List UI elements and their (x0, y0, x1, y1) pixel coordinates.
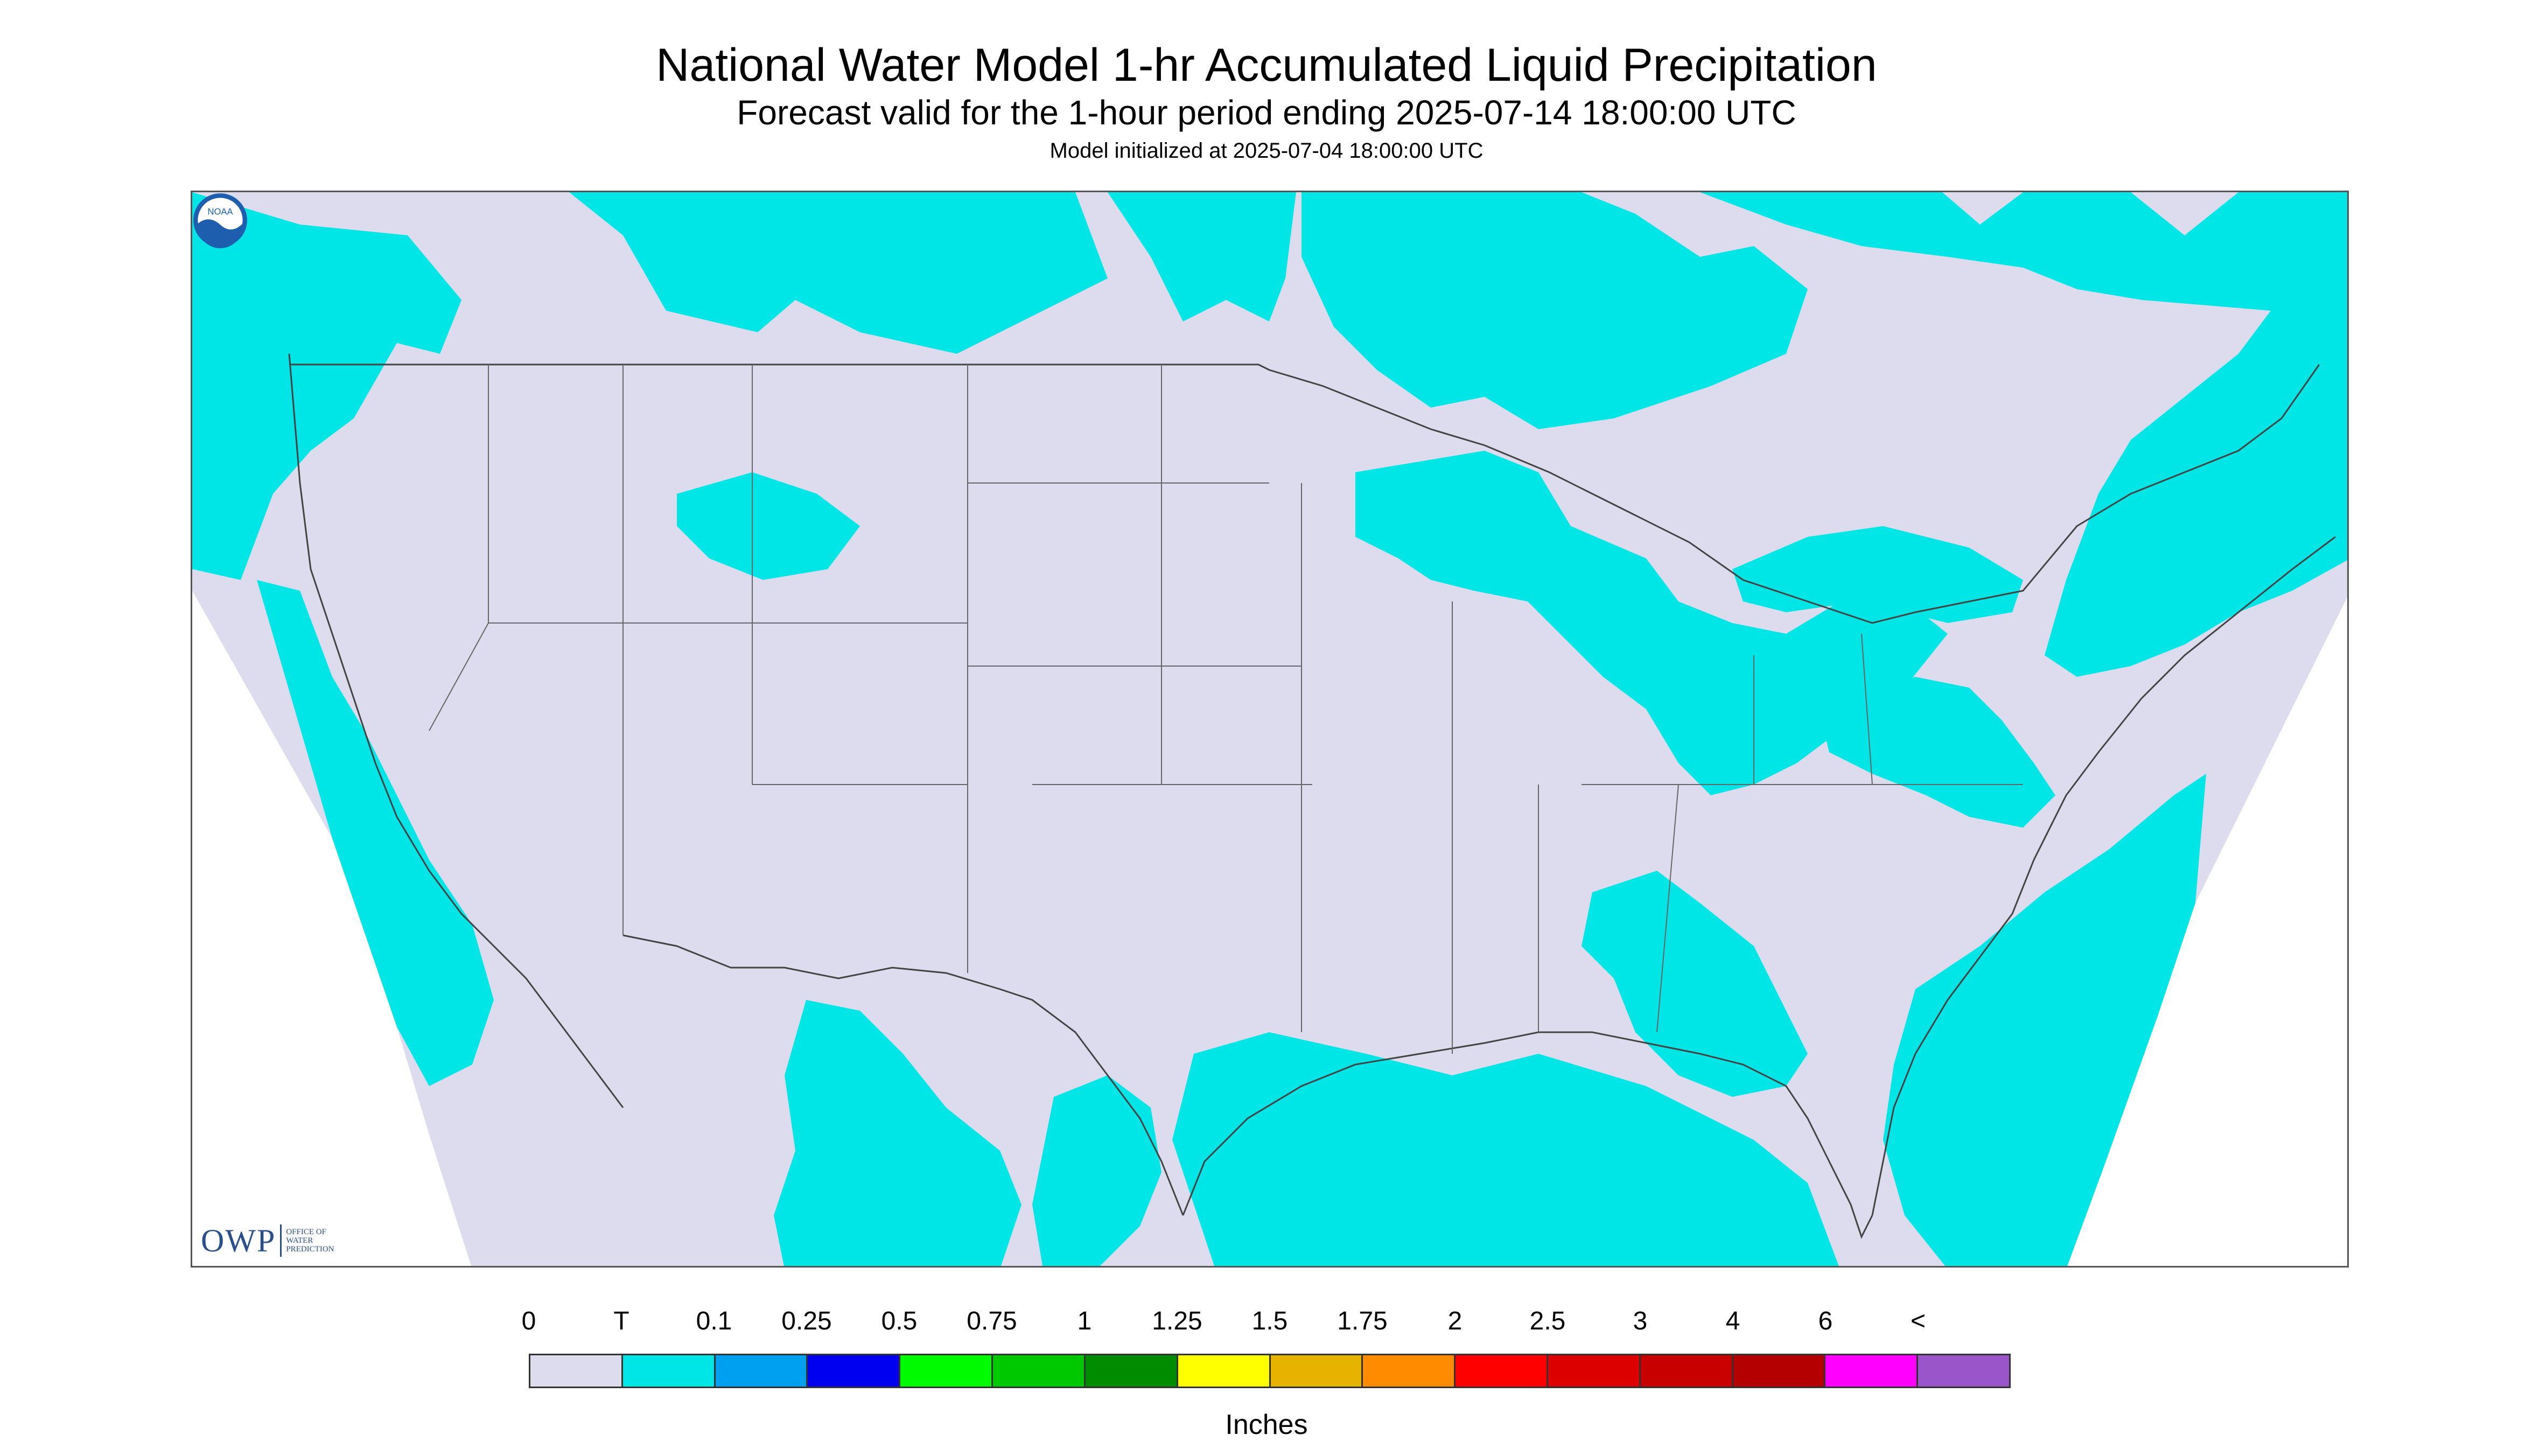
map-subtitle: Forecast valid for the 1-hour period end… (737, 93, 1796, 132)
legend-tick-label: 0 (521, 1307, 536, 1335)
precip-area-southeast (1582, 871, 1808, 1097)
precip-area-canada-northwest (192, 192, 1108, 580)
legend-swatch (1270, 1355, 1363, 1387)
trace-precip-areas (192, 192, 2347, 1266)
legend-swatch (1918, 1355, 2009, 1387)
legend-swatch (1733, 1355, 1826, 1387)
owp-logo-mark: OWP (201, 1222, 276, 1258)
legend-tick-label: 1.5 (1251, 1307, 1288, 1335)
precip-area-upper-midwest (1355, 451, 1948, 795)
legend-swatch (1825, 1355, 1919, 1387)
pacific-coastline (288, 353, 624, 1108)
legend-tick-label: 1.25 (1152, 1307, 1202, 1335)
legend-tick-label: 6 (1818, 1307, 1833, 1335)
precip-area-canada-north (1108, 192, 1296, 321)
precip-area-mid-atlantic (1818, 677, 2055, 828)
legend-tick-label: 4 (1725, 1307, 1740, 1335)
map-canvas (192, 192, 2347, 1266)
legend-tick-label: 1 (1077, 1307, 1092, 1335)
legend-swatch (1085, 1355, 1178, 1387)
legend-tick-label: 0.1 (696, 1307, 732, 1335)
canada-us-border (289, 363, 2320, 624)
precip-area-pacific-coast (257, 580, 494, 1086)
precip-area-atlantic (1883, 774, 2206, 1266)
legend-swatch (1548, 1355, 1641, 1387)
map-domain (192, 192, 2347, 1266)
legend-swatch (1363, 1355, 1456, 1387)
precip-area-great-lakes (1732, 526, 2023, 623)
precip-area-quebec (1700, 192, 2347, 677)
color-legend (529, 1354, 2011, 1388)
precip-area-gulf-of-mexico (1172, 1032, 1839, 1266)
owp-logo-divider (280, 1224, 282, 1257)
legend-tick-label: 1.75 (1337, 1307, 1388, 1335)
legend-swatch (900, 1355, 993, 1387)
legend-swatch (622, 1355, 716, 1387)
legend-swatch (993, 1355, 1086, 1387)
legend-swatch (530, 1355, 623, 1387)
legend-tick-label: 3 (1633, 1307, 1648, 1335)
legend-units: Inches (1225, 1409, 1308, 1440)
legend-swatch (715, 1355, 808, 1387)
legend-tick-label: 2.5 (1529, 1307, 1566, 1335)
svg-text:NOAA: NOAA (207, 207, 233, 217)
precip-area-ontario (1302, 192, 1808, 429)
legend-tick-label: 0.5 (881, 1307, 918, 1335)
boundary-lines (288, 353, 2336, 1239)
owp-logo-text: OFFICE OF WATER PREDICTION (286, 1228, 334, 1254)
state-lines (429, 365, 2023, 1054)
owp-logo: OWP OFFICE OF WATER PREDICTION (201, 1222, 345, 1259)
map-title: National Water Model 1-hr Accumulated Li… (656, 39, 1877, 91)
us-mexico-border (622, 934, 1184, 1216)
legend-tick-label: 0.25 (781, 1307, 832, 1335)
legend-tick-label: 0.75 (967, 1307, 1017, 1335)
legend-tick-label: T (613, 1307, 629, 1335)
noaa-logo: NOAA (193, 193, 247, 248)
precip-area-mexico (774, 1000, 1161, 1266)
legend-tick-label: 2 (1447, 1307, 1463, 1335)
precip-area-west (677, 472, 860, 580)
atlantic-coastline (1871, 536, 2336, 1216)
legend-tick-label: < (1910, 1307, 1926, 1335)
gulf-coastline (1182, 1031, 1873, 1239)
precipitation-map: OWP OFFICE OF WATER PREDICTION NOAA (191, 191, 2349, 1268)
legend-swatch (1640, 1355, 1733, 1387)
legend-swatch (1456, 1355, 1548, 1387)
legend-swatch (1178, 1355, 1271, 1387)
model-init-line: Model initialized at 2025-07-04 18:00:00… (1049, 139, 1484, 163)
legend-swatch (808, 1355, 901, 1387)
